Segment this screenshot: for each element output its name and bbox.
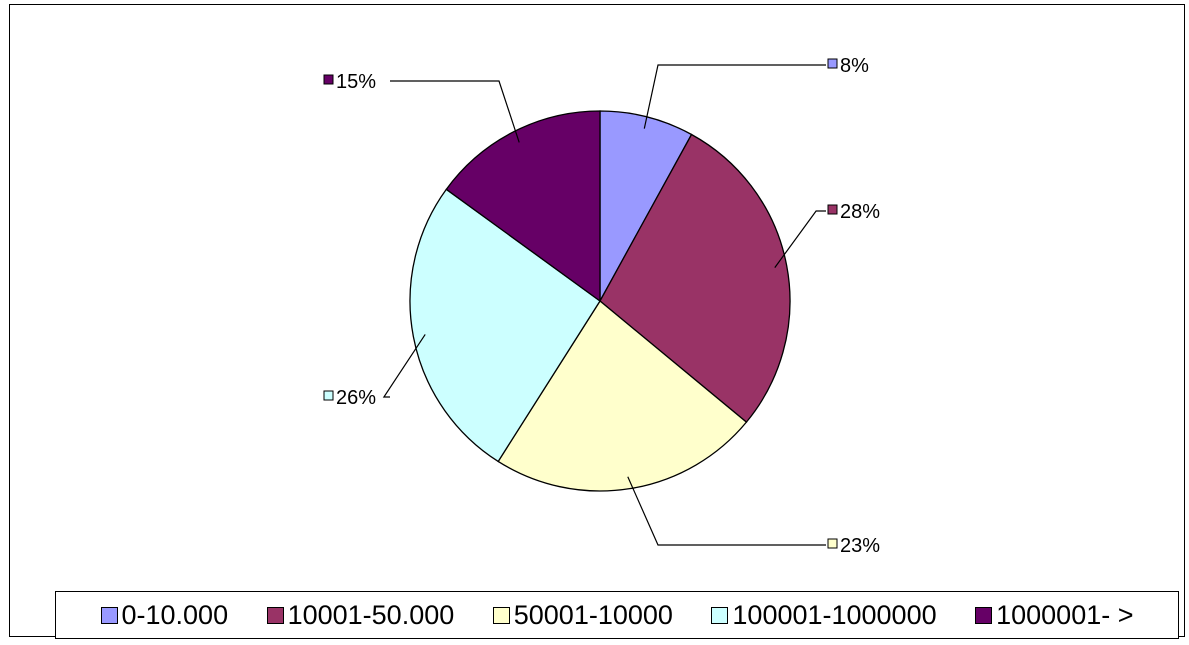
leader-line-5	[390, 80, 520, 143]
pie-slice-5	[445, 110, 601, 303]
data-label-1: 8%	[840, 55, 869, 77]
data-label-swatch-4	[323, 390, 334, 401]
leader-line-3	[627, 476, 826, 546]
legend-item-1: 0-10.000	[100, 599, 229, 631]
legend-label-3: 50001-10000	[513, 599, 673, 630]
data-labels: 8% 28% 23% 26% 15%	[323, 55, 880, 557]
legend-label-4: 100001-1000000	[732, 599, 937, 630]
leader-line-4	[382, 334, 426, 398]
data-label-2: 28%	[840, 201, 880, 223]
legend-label-5: 1000001- >	[996, 599, 1134, 630]
legend-item-5: 1000001- >	[975, 600, 1133, 631]
legend-item-4: 100001-1000000	[711, 599, 937, 631]
leader-line-2	[774, 210, 826, 268]
legend-swatch-4	[711, 606, 729, 624]
pie-slice-3	[497, 300, 748, 492]
pie-slice-2	[599, 133, 791, 424]
pie-slice-4	[409, 188, 601, 463]
data-label-3: 23%	[840, 535, 880, 557]
data-label-swatch-1	[827, 58, 838, 69]
legend-label-2: 10001-50.000	[287, 599, 455, 630]
leader-line-1	[643, 64, 826, 129]
legend: 0-10.000 10001-50.000 50001-10000 100001-10…	[55, 591, 1179, 639]
pie-slices	[409, 110, 791, 492]
pie-chart: 8% 28% 23% 26% 15%	[323, 55, 880, 557]
legend-swatch-1	[100, 606, 118, 624]
data-label-swatch-3	[827, 538, 838, 549]
data-label-4: 26%	[336, 387, 376, 409]
data-label-swatch-5	[323, 74, 334, 85]
legend-swatch-5	[975, 606, 993, 624]
data-label-swatch-2	[827, 204, 838, 215]
legend-swatch-3	[492, 606, 510, 624]
legend-label-1: 0-10.000	[121, 599, 229, 630]
leader-lines	[382, 64, 826, 546]
data-label-5: 15%	[336, 71, 376, 93]
legend-item-3: 50001-10000	[492, 599, 673, 631]
legend-item-2: 10001-50.000	[266, 599, 455, 631]
chart-frame: 8% 28% 23% 26% 15% 0-10.000 10001-50.000 50001…	[9, 4, 1185, 639]
legend-swatch-2	[266, 606, 284, 624]
